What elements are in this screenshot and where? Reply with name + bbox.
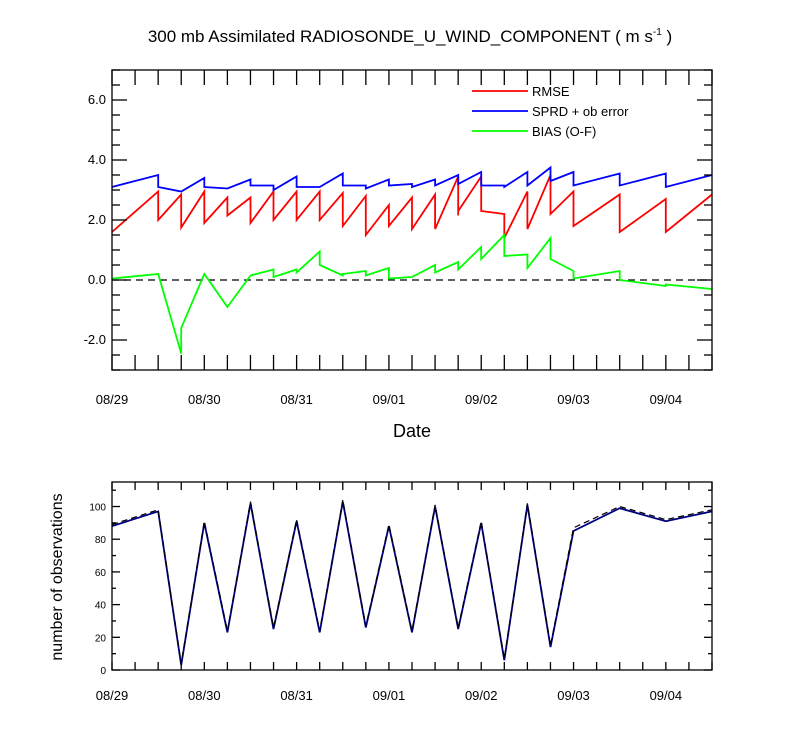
top-chart-xtick-label: 08/30 bbox=[188, 392, 221, 407]
chart-title-superscript: -1 bbox=[653, 27, 662, 38]
top-chart-xtick-label: 08/29 bbox=[96, 392, 129, 407]
bottom-chart-xtick-label: 09/03 bbox=[557, 688, 590, 703]
bottom-chart-xtick-label: 09/01 bbox=[373, 688, 406, 703]
top-chart-ytick-label: 6.0 bbox=[88, 92, 106, 107]
legend-label: BIAS (O-F) bbox=[532, 124, 596, 139]
bottom-chart-ylabel: number of observations bbox=[49, 493, 66, 660]
chart-title-main: 300 mb Assimilated RADIOSONDE_U_WIND_COM… bbox=[148, 27, 653, 46]
top-chart: -2.0 0.0 2.0 4.0 6.0 08/29 08/30 08/31 09/01 09/0… bbox=[84, 69, 713, 407]
bottom-chart-ytick-label: 80 bbox=[95, 535, 107, 546]
bottom-chart-xtick-label: 08/30 bbox=[188, 688, 221, 703]
bottom-chart-ytick-label: 100 bbox=[89, 503, 106, 514]
bottom-chart-series-observations-assimilated bbox=[111, 499, 713, 664]
bottom-chart-xtick-label: 09/02 bbox=[465, 688, 498, 703]
bottom-chart-ytick-label: 0 bbox=[100, 666, 106, 677]
top-chart-legend: RMSE SPRD + ob error BIAS (O-F) bbox=[472, 84, 629, 139]
top-chart-series-sprd-ob-error bbox=[111, 165, 713, 193]
top-chart-xtick-label: 09/01 bbox=[373, 392, 406, 407]
top-chart-ytick-label: -2.0 bbox=[84, 332, 106, 347]
top-chart-xtick-label: 08/31 bbox=[280, 392, 313, 407]
bottom-chart-series-observations bbox=[111, 501, 713, 666]
top-chart-ytick-label: 4.0 bbox=[88, 152, 106, 167]
top-chart-series-bias-o-f bbox=[111, 232, 713, 354]
top-chart-xtick-label: 09/03 bbox=[557, 392, 590, 407]
top-chart-ytick-label: 0.0 bbox=[88, 272, 106, 287]
bottom-chart-frame bbox=[111, 481, 713, 671]
bottom-chart-ytick-label: 20 bbox=[95, 633, 107, 644]
bottom-chart-xtick-label: 08/31 bbox=[280, 688, 313, 703]
bottom-chart-ytick-label: 60 bbox=[95, 568, 107, 579]
bottom-chart-xtick-label: 08/29 bbox=[96, 688, 129, 703]
top-chart-xlabel: Date bbox=[393, 421, 431, 441]
legend-label: RMSE bbox=[532, 84, 570, 99]
top-chart-xtick-label: 09/04 bbox=[650, 392, 683, 407]
chart-title-end: ) bbox=[662, 27, 672, 46]
top-chart-series-rmse bbox=[111, 173, 713, 239]
bottom-chart-xtick-label: 09/04 bbox=[650, 688, 683, 703]
chart-title: 300 mb Assimilated RADIOSONDE_U_WIND_COM… bbox=[148, 27, 672, 46]
top-chart-ytick-label: 2.0 bbox=[88, 212, 106, 227]
legend-label: SPRD + ob error bbox=[532, 104, 629, 119]
bottom-chart-ytick-label: 40 bbox=[95, 601, 107, 612]
top-chart-xtick-label: 09/02 bbox=[465, 392, 498, 407]
bottom-chart: 0 20 40 60 80 100 08/29 08/30 08/31 09/01 09/02 09/… bbox=[89, 481, 713, 703]
